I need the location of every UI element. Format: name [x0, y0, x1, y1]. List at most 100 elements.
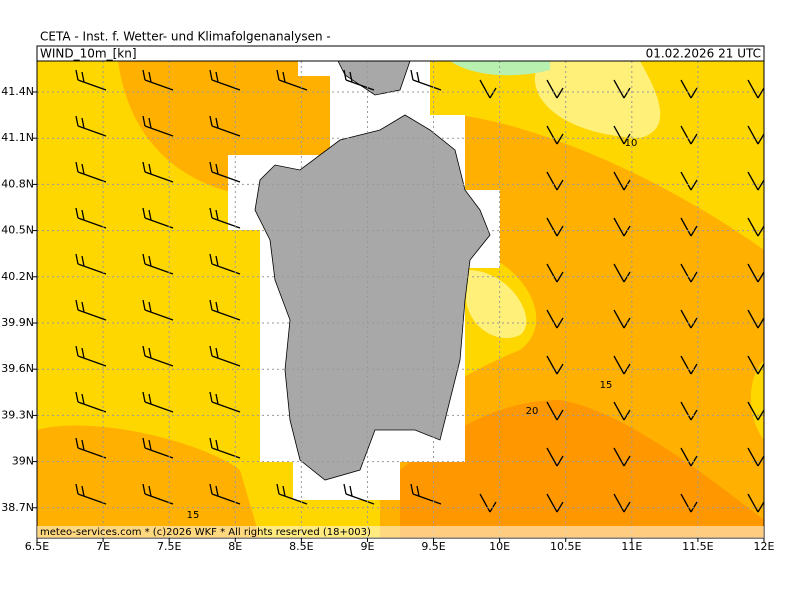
axis-labels: 6.5E 7E 7.5E 8E 8.5E 9E 9.5E 10E 10.5E 11E 11.5E 12… — [1, 85, 774, 553]
wind-barb — [546, 171, 564, 191]
wind-barb — [613, 447, 631, 467]
footer: meteo-services.com * (c)2026 WKF * All r… — [40, 527, 371, 538]
wind-barb — [75, 253, 107, 275]
wind-barb — [209, 161, 241, 183]
wind-barb — [75, 345, 107, 367]
lon-label: 8.5E — [289, 540, 313, 553]
lon-label: 10.5E — [550, 540, 581, 553]
wind-barb — [680, 171, 698, 191]
wind-barb — [75, 391, 107, 413]
valid-time: 01.02.2026 21 UTC — [646, 47, 761, 61]
wind-barb — [479, 493, 497, 513]
lat-label: 40.8N — [1, 177, 34, 190]
field-yellow — [750, 360, 764, 440]
lon-label: 12E — [754, 540, 775, 553]
wind-barb — [75, 437, 107, 459]
lon-label: 7.5E — [157, 540, 181, 553]
contour-label: 15 — [600, 380, 613, 391]
wind-barb — [747, 263, 764, 283]
wind-barb — [209, 345, 241, 367]
lat-label: 39.6N — [1, 362, 34, 375]
footer-band — [37, 526, 764, 538]
wind-barb — [142, 161, 174, 183]
wind-barb — [75, 207, 107, 229]
wind-barb — [747, 125, 764, 145]
wind-barb — [613, 125, 631, 145]
lat-label: 41.1N — [1, 131, 34, 144]
wind-barb — [75, 299, 107, 321]
wind-barb — [747, 171, 764, 191]
wind-barb — [75, 115, 107, 137]
wind-barb — [546, 263, 564, 283]
lat-label: 39N — [12, 455, 34, 468]
lon-label: 9E — [360, 540, 374, 553]
wind-barb — [546, 447, 564, 467]
lat-label: 40.2N — [1, 270, 34, 283]
wind-barb — [209, 299, 241, 321]
lon-label: 9.5E — [421, 540, 445, 553]
wind-barb — [747, 309, 764, 329]
lat-label: 41.4N — [1, 85, 34, 98]
wind-barb — [613, 493, 631, 513]
wind-barb — [209, 115, 241, 137]
header-title: CETA - Inst. f. Wetter- und Klimafolgena… — [40, 30, 331, 44]
wind-barb — [410, 483, 442, 505]
wind-barb — [546, 493, 564, 513]
wind-barb — [142, 483, 174, 505]
wind-barb — [410, 69, 442, 91]
wind-barb — [680, 79, 698, 99]
wind-barb — [546, 401, 564, 421]
wind-barb — [276, 483, 308, 505]
contour-label: 10 — [625, 138, 638, 149]
wind-barb — [546, 355, 564, 375]
wind-barbs — [75, 69, 764, 513]
lon-label: 10E — [489, 540, 510, 553]
wind-barb — [747, 79, 764, 99]
grid — [33, 61, 765, 542]
field-light — [534, 61, 661, 138]
lon-label: 8E — [228, 540, 242, 553]
lon-label: 6.5E — [25, 540, 49, 553]
lon-label: 11E — [621, 540, 642, 553]
wind-barb — [209, 69, 241, 91]
wind-barb — [479, 79, 497, 99]
wind-barb — [142, 299, 174, 321]
wind-barb — [546, 79, 564, 99]
wind-barb — [276, 69, 308, 91]
wind-barb — [142, 345, 174, 367]
field-name: WIND_10m_[kn] — [40, 47, 137, 61]
wind-barb — [343, 483, 375, 505]
wind-barb — [546, 217, 564, 237]
wind-barb — [142, 69, 174, 91]
wind-barb — [75, 69, 107, 91]
wind-barb — [680, 447, 698, 467]
lon-label: 11.5E — [682, 540, 713, 553]
wind-barb — [747, 401, 764, 421]
wind-barb — [142, 437, 174, 459]
wind-barb — [142, 391, 174, 413]
lat-label: 39.3N — [1, 408, 34, 421]
wind-barb — [680, 125, 698, 145]
wind-barb — [613, 79, 631, 99]
map-field — [37, 61, 764, 538]
lat-label: 38.7N — [1, 501, 34, 514]
wind-barb — [747, 355, 764, 375]
lat-label: 39.9N — [1, 316, 34, 329]
wind-barb — [75, 161, 107, 183]
contour-label: 20 — [526, 406, 539, 417]
wind-barb — [142, 253, 174, 275]
field-dark-orange — [400, 400, 764, 538]
wind-barb — [142, 115, 174, 137]
field-green — [450, 61, 550, 76]
wind-barb — [747, 493, 764, 513]
field-light — [466, 270, 527, 339]
wind-barb — [142, 207, 174, 229]
wind-barb — [343, 69, 375, 91]
wind-barb — [747, 447, 764, 467]
wind-barb — [546, 309, 564, 329]
wind-barb — [613, 171, 631, 191]
lat-label: 40.5N — [1, 224, 34, 237]
wind-barb — [747, 217, 764, 237]
land — [254, 114, 491, 481]
